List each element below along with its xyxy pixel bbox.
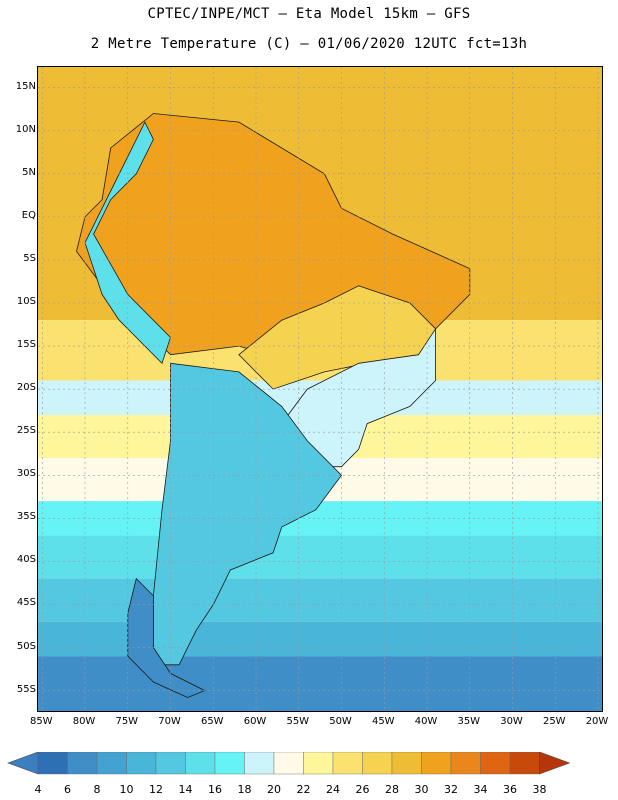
lon-tick-label: 30W — [500, 716, 523, 727]
lat-lon-gridlines — [38, 67, 602, 711]
legend-arrow-high — [539, 752, 571, 775]
lon-tick-label: 55W — [286, 716, 310, 727]
lat-tick-label: 40S — [16, 554, 36, 566]
land-zone-southern-cone — [153, 362, 343, 666]
legend-value-label: 36 — [503, 783, 517, 796]
legend-value-label: 26 — [355, 783, 370, 796]
lat-tick-label: 15S — [16, 339, 36, 351]
legend-swatch — [244, 752, 275, 775]
legend-arrow-low — [7, 752, 39, 775]
lat-tick-label: 25S — [16, 425, 36, 437]
legend-value-label: 14 — [178, 783, 193, 796]
legend-value-label: 30 — [414, 783, 429, 796]
legend-swatch — [126, 752, 157, 775]
ocean-band-7 — [38, 578, 602, 622]
lat-tick-label: 10N — [15, 123, 36, 135]
legend-value-label: 16 — [208, 783, 222, 796]
lon-tick-label: 65W — [200, 716, 224, 727]
lon-tick-label: 70W — [158, 716, 181, 727]
ocean-band-6 — [38, 535, 602, 579]
legend-value-label: 6 — [64, 783, 71, 796]
legend-swatch — [67, 752, 98, 775]
lon-tick-label: 45W — [371, 716, 395, 727]
legend-value-label: 24 — [326, 783, 340, 796]
lat-tick-label: 50S — [16, 640, 36, 652]
chart-title-variable: 2 Metre Temperature (C) – 01/06/2020 12U… — [90, 36, 528, 52]
lat-tick-label: 55S — [16, 683, 36, 695]
legend-value-label: 32 — [444, 783, 458, 796]
ocean-band-8 — [38, 621, 602, 657]
lon-tick-label: 85W — [29, 716, 53, 727]
map-canvas — [38, 67, 602, 711]
land-zone-andes-north — [84, 121, 171, 365]
lat-tick-label: 10S — [16, 296, 36, 307]
legend-value-label: 34 — [473, 783, 488, 796]
legend-swatch — [450, 752, 481, 775]
lat-tick-label: EQ — [21, 209, 36, 221]
legend-value-label: 38 — [532, 783, 547, 796]
lat-tick-label: 45S — [16, 597, 36, 609]
lon-tick-label: 60W — [243, 716, 267, 727]
legend-swatch — [303, 752, 334, 775]
legend-value-label: 10 — [119, 783, 134, 796]
legend-value-label: 28 — [385, 783, 399, 796]
legend-swatch — [421, 752, 452, 775]
legend-value-label: 20 — [267, 783, 281, 796]
lat-tick-label: 35S — [16, 511, 36, 523]
legend-swatch — [362, 752, 393, 775]
land-temperature-layer — [76, 113, 471, 698]
legend-swatch — [273, 752, 304, 775]
legend-swatch — [332, 752, 363, 775]
lat-tick-label: 5S — [23, 252, 36, 264]
lon-tick-label: 50W — [329, 716, 352, 727]
lon-tick-label: 40W — [414, 716, 438, 727]
legend-swatch — [480, 752, 511, 775]
legend-swatch — [509, 752, 540, 775]
legend-swatch — [155, 752, 186, 775]
lat-tick-label: 30S — [16, 468, 36, 480]
legend-value-label: 8 — [93, 783, 101, 796]
legend-swatch — [391, 752, 422, 775]
chart-title-source: CPTEC/INPE/MCT – Eta Model 15km – GFS — [147, 6, 471, 22]
legend-swatch — [214, 752, 245, 775]
land-zone-patagonia-andes — [127, 577, 206, 698]
ocean-band-9 — [38, 656, 602, 711]
lon-tick-label: 35W — [457, 716, 481, 727]
lat-tick-label: 20S — [16, 382, 36, 394]
legend-swatch — [96, 752, 127, 775]
temperature-map — [37, 66, 603, 712]
legend-value-label: 12 — [149, 783, 163, 796]
legend-swatch — [185, 752, 216, 775]
lat-tick-label: 15N — [15, 80, 36, 92]
legend-value-label: 22 — [296, 783, 311, 796]
legend-value-label: 18 — [237, 783, 252, 796]
lon-tick-label: 75W — [115, 716, 139, 727]
lat-tick-label: 5N — [22, 166, 36, 178]
legend-swatch — [37, 752, 68, 775]
color-legend-bar — [7, 752, 571, 775]
lon-tick-label: 25W — [542, 716, 566, 727]
lon-tick-label: 80W — [72, 716, 96, 727]
lon-tick-label: 20W — [585, 716, 609, 727]
legend-value-label: 4 — [34, 783, 42, 796]
